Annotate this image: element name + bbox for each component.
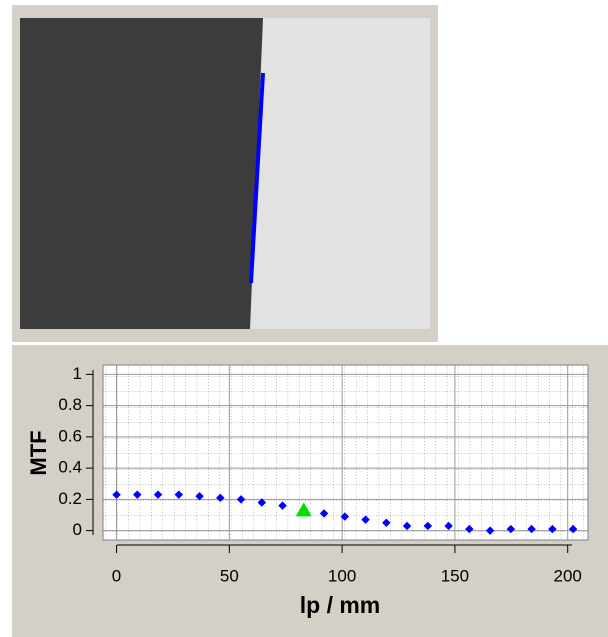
edge-roi-line [249, 72, 265, 284]
y-tick-label: 0.2 [58, 489, 82, 508]
x-tick-label: 150 [441, 566, 469, 585]
data-point [485, 526, 495, 535]
data-point [236, 495, 246, 504]
x-tick-label: 0 [112, 566, 121, 585]
y-axis-label: MTF [26, 430, 51, 475]
y-tick-label: 1 [73, 364, 82, 383]
dark-region [20, 18, 263, 329]
y-tick-label: 0.6 [58, 426, 82, 445]
highlight-marker [295, 502, 312, 517]
data-point [216, 493, 225, 503]
data-point [444, 521, 453, 531]
y-tick-label: 0.4 [58, 458, 82, 477]
data-point [319, 509, 329, 518]
x-tick-label: 200 [554, 566, 582, 585]
data-point [133, 490, 142, 499]
x-tick-label: 50 [220, 566, 239, 585]
x-axis-label: lp / mm [300, 592, 381, 618]
y-tick-label: 0.8 [58, 395, 82, 414]
data-point [506, 524, 516, 534]
data-point [340, 512, 350, 521]
data-point [257, 498, 267, 507]
data-point [278, 501, 287, 510]
data-point [195, 492, 204, 501]
data-point [361, 515, 370, 524]
data-point [153, 490, 163, 499]
data-point [465, 524, 474, 534]
data-point [423, 521, 433, 531]
minor-grid [103, 365, 588, 540]
data-point [174, 490, 184, 499]
y-tick-label: 0 [73, 520, 82, 539]
x-tick-label: 100 [328, 566, 356, 585]
data-point [112, 490, 121, 499]
data-point [402, 521, 412, 531]
chart: lp / mm MTF 0 0.2 0.4 0.6 0.8 1 0 50 100 150 200 [12, 345, 608, 637]
image-panel [12, 5, 438, 342]
data-point [382, 518, 391, 528]
